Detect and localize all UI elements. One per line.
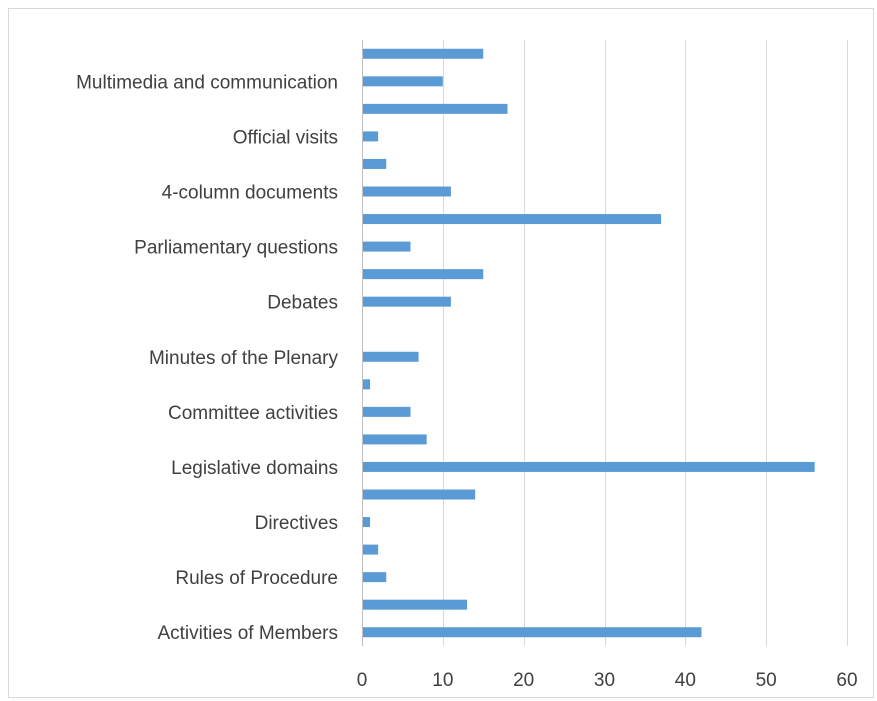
bar-0 — [363, 627, 702, 638]
category-label-18: Official visits — [233, 127, 338, 148]
bar-7 — [363, 434, 427, 445]
x-tick-label-6: 60 — [836, 670, 857, 691]
bar-4 — [363, 517, 371, 528]
bar-21 — [363, 48, 484, 59]
bar-3 — [363, 544, 379, 555]
category-label-2: Rules of Procedure — [175, 568, 338, 589]
x-tick-label-2: 20 — [513, 670, 534, 691]
x-tick-label-1: 10 — [432, 670, 453, 691]
x-tick-label-4: 40 — [675, 670, 696, 691]
bar-13 — [363, 269, 484, 280]
bar-19 — [363, 103, 508, 114]
x-tick-label-5: 50 — [756, 670, 777, 691]
bar-17 — [363, 158, 387, 169]
bars — [363, 48, 815, 638]
category-label-4: Directives — [255, 513, 338, 534]
category-label-8: Committee activities — [168, 403, 338, 424]
bar-1 — [363, 599, 468, 610]
chart-frame — [8, 8, 874, 698]
category-label-20: Multimedia and communication — [76, 72, 338, 93]
gridlines — [362, 40, 848, 646]
x-tick-label-3: 30 — [594, 670, 615, 691]
category-label-10: Minutes of the Plenary — [149, 348, 339, 369]
category-label-6: Legislative domains — [171, 458, 338, 479]
bar-5 — [363, 489, 476, 500]
category-label-12: Debates — [267, 293, 338, 314]
category-label-14: Parliamentary questions — [134, 238, 338, 259]
bar-15 — [363, 214, 662, 225]
category-labels: Activities of Members Rules of Procedure D… — [76, 72, 338, 644]
x-tick-labels: 0 10 20 30 40 50 60 — [357, 670, 858, 691]
x-tick-label-0: 0 — [357, 670, 368, 691]
bar-12 — [363, 296, 451, 307]
bar-9 — [363, 379, 371, 390]
category-label-16: 4-column documents — [162, 183, 338, 204]
bar-8 — [363, 406, 411, 417]
bar-16 — [363, 186, 451, 197]
bar-10 — [363, 351, 419, 362]
category-label-0: Activities of Members — [157, 623, 338, 644]
bar-6 — [363, 461, 815, 472]
bar-18 — [363, 131, 379, 142]
bar-14 — [363, 241, 411, 252]
bar-20 — [363, 76, 443, 87]
bar-2 — [363, 572, 387, 583]
